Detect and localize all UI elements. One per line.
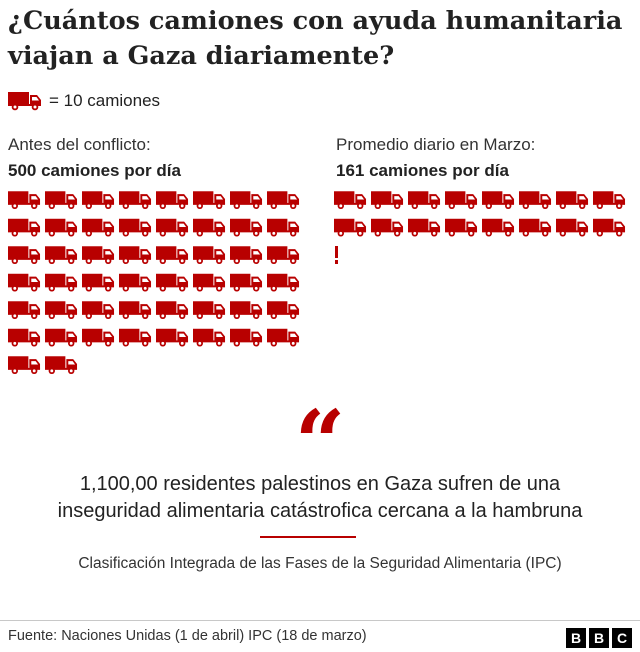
truck-icon — [482, 191, 515, 210]
truck-icon — [267, 328, 300, 347]
truck-icon — [8, 301, 41, 320]
truck-icon — [156, 328, 189, 347]
truck-icon — [8, 218, 41, 237]
truck-icon — [156, 246, 189, 265]
quote-mark: “ — [294, 390, 346, 494]
title-line-1: ¿Cuántos camiones con ayuda humanitaria — [8, 6, 623, 36]
truck-icon — [267, 191, 300, 210]
truck-icon — [334, 191, 367, 210]
truck-icon — [334, 218, 367, 237]
truck-icon — [119, 301, 152, 320]
truck-icon — [230, 301, 263, 320]
truck-icon — [8, 91, 42, 111]
truck-icon — [593, 191, 626, 210]
truck-icon — [45, 218, 78, 237]
bbc-logo: B B C — [566, 628, 632, 648]
truck-icon — [193, 191, 226, 210]
truck-icon — [119, 328, 152, 347]
chart-title: ¿Cuántos camiones con ayuda humanitaria … — [8, 4, 632, 74]
truck-icon — [45, 191, 78, 210]
legend-text: = 10 camiones — [49, 91, 161, 110]
truck-icon — [193, 218, 226, 237]
truck-icon — [230, 218, 263, 237]
truck-icon — [156, 191, 189, 210]
truck-icon — [119, 191, 152, 210]
truck-icon — [45, 356, 78, 375]
truck-icon — [82, 328, 115, 347]
truck-icon — [8, 356, 41, 375]
truck-icon — [45, 328, 78, 347]
truck-icon — [8, 191, 41, 210]
truck-icon — [119, 218, 152, 237]
truck-icon — [45, 246, 78, 265]
series-1-label: Antes del conflicto: — [8, 135, 151, 154]
quote-divider — [260, 536, 356, 538]
truck-icon — [519, 218, 552, 237]
truck-icon — [408, 191, 441, 210]
truck-icon — [445, 191, 478, 210]
truck-icon — [119, 246, 152, 265]
truck-icon — [556, 191, 589, 210]
truck-icon — [45, 301, 78, 320]
truck-icon — [371, 191, 404, 210]
series-2-value-label: 161 camiones por día — [336, 161, 509, 180]
truck-icon — [593, 218, 626, 237]
truck-icon — [156, 301, 189, 320]
truck-grid-march — [334, 190, 634, 264]
quote-source: Clasificación Integrada de las Fases de … — [78, 555, 562, 572]
truck-icon — [8, 328, 41, 347]
footer-source: Fuente: Naciones Unidas (1 de abril) IPC… — [8, 628, 367, 644]
truck-icon — [156, 218, 189, 237]
truck-icon — [156, 273, 189, 292]
truck-icon — [519, 191, 552, 210]
title-line-2: viajan a Gaza diariamente? — [8, 41, 395, 71]
series-2-label: Promedio diario en Marzo: — [336, 135, 536, 154]
truck-icon — [267, 301, 300, 320]
truck-icon — [445, 218, 478, 237]
truck-icon — [193, 246, 226, 265]
partial-truck-icon — [335, 246, 338, 264]
truck-icon — [267, 218, 300, 237]
truck-icon — [82, 191, 115, 210]
legend: = 10 camiones — [8, 88, 160, 114]
series-1-value-label: 500 camiones por día — [8, 161, 181, 180]
truck-icon — [230, 246, 263, 265]
truck-icon — [556, 218, 589, 237]
footer-divider — [0, 620, 640, 621]
truck-icon — [82, 273, 115, 292]
bbc-logo-b2: B — [589, 628, 609, 648]
bbc-logo-c: C — [612, 628, 632, 648]
truck-icon — [371, 218, 404, 237]
truck-icon — [267, 273, 300, 292]
truck-icon — [82, 301, 115, 320]
truck-icon — [482, 218, 515, 237]
quote-line-1: 1,100,00 residentes palestinos en Gaza s… — [79, 473, 561, 495]
truck-icon — [408, 218, 441, 237]
truck-icon — [45, 273, 78, 292]
truck-icon — [193, 301, 226, 320]
truck-icon — [230, 273, 263, 292]
truck-icon — [82, 218, 115, 237]
truck-icon — [119, 273, 152, 292]
truck-icon — [82, 246, 115, 265]
truck-icon — [267, 246, 300, 265]
quote-line-2: inseguridad alimentaria catástrofica cer… — [57, 500, 583, 522]
truck-icon — [8, 246, 41, 265]
quote-text: 1,100,00 residentes palestinos en Gaza s… — [10, 471, 630, 525]
truck-icon — [8, 273, 41, 292]
bbc-logo-b1: B — [566, 628, 586, 648]
truck-icon — [193, 328, 226, 347]
truck-icon — [230, 328, 263, 347]
truck-icon — [193, 273, 226, 292]
truck-icon — [230, 191, 263, 210]
truck-grid-before-conflict — [8, 190, 308, 386]
